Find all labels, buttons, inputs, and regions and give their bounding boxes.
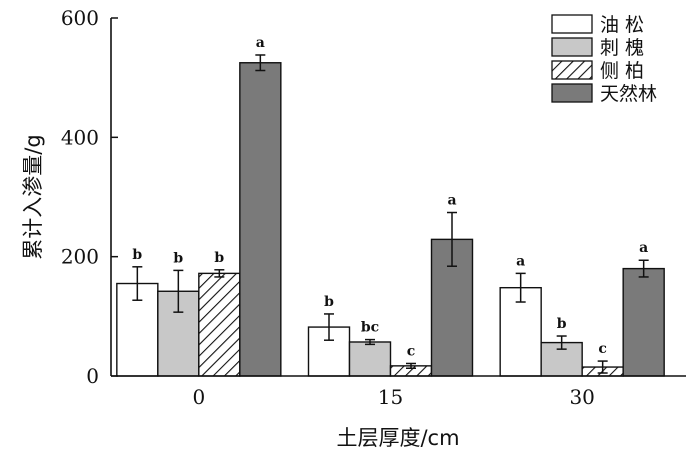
significance-label: a <box>639 240 648 256</box>
significance-label: b <box>324 294 334 310</box>
y-tick-label: 600 <box>61 6 99 30</box>
x-tick-label: 15 <box>378 385 403 409</box>
x-tick-label: 0 <box>192 385 205 409</box>
legend-label-tianranlin: 天然林 <box>600 83 657 105</box>
legend-swatch-cebai <box>551 60 593 80</box>
bar-cihuai-15 <box>348 341 392 377</box>
x-tick-label: 30 <box>569 385 594 409</box>
significance-label: b <box>557 316 567 332</box>
legend-label-yousong: 油 松 <box>600 14 644 36</box>
legend-swatch-cihuai <box>551 37 593 57</box>
y-axis-title: 累计入渗量/g <box>21 134 45 259</box>
bar-cebai-0 <box>198 272 241 377</box>
legend-label-cebai: 侧 柏 <box>600 60 644 82</box>
y-tick-label: 0 <box>86 364 99 388</box>
y-axis-ticks: 0 200 400 600 <box>61 6 118 388</box>
legend-label-cihuai: 刺 槐 <box>600 37 644 59</box>
bar-tianranlin-30 <box>622 267 665 377</box>
significance-label: b <box>132 247 142 263</box>
y-tick-label: 200 <box>61 245 99 269</box>
legend-swatch-tianranlin <box>551 83 593 103</box>
y-tick-label: 400 <box>61 125 99 149</box>
x-axis-ticks: 0 15 30 <box>192 385 594 409</box>
significance-label: b <box>214 250 224 266</box>
significance-label: bc <box>361 320 379 336</box>
significance-label: b <box>173 250 183 266</box>
significance-label: a <box>447 193 456 209</box>
significance-label: c <box>407 343 416 359</box>
bar-tianranlin-0 <box>239 62 282 377</box>
legend-swatch-yousong <box>551 14 593 34</box>
x-axis-title: 土层厚度/cm <box>336 426 459 450</box>
significance-label: a <box>256 35 265 51</box>
significance-label: a <box>516 253 525 269</box>
significance-label: c <box>598 341 607 357</box>
